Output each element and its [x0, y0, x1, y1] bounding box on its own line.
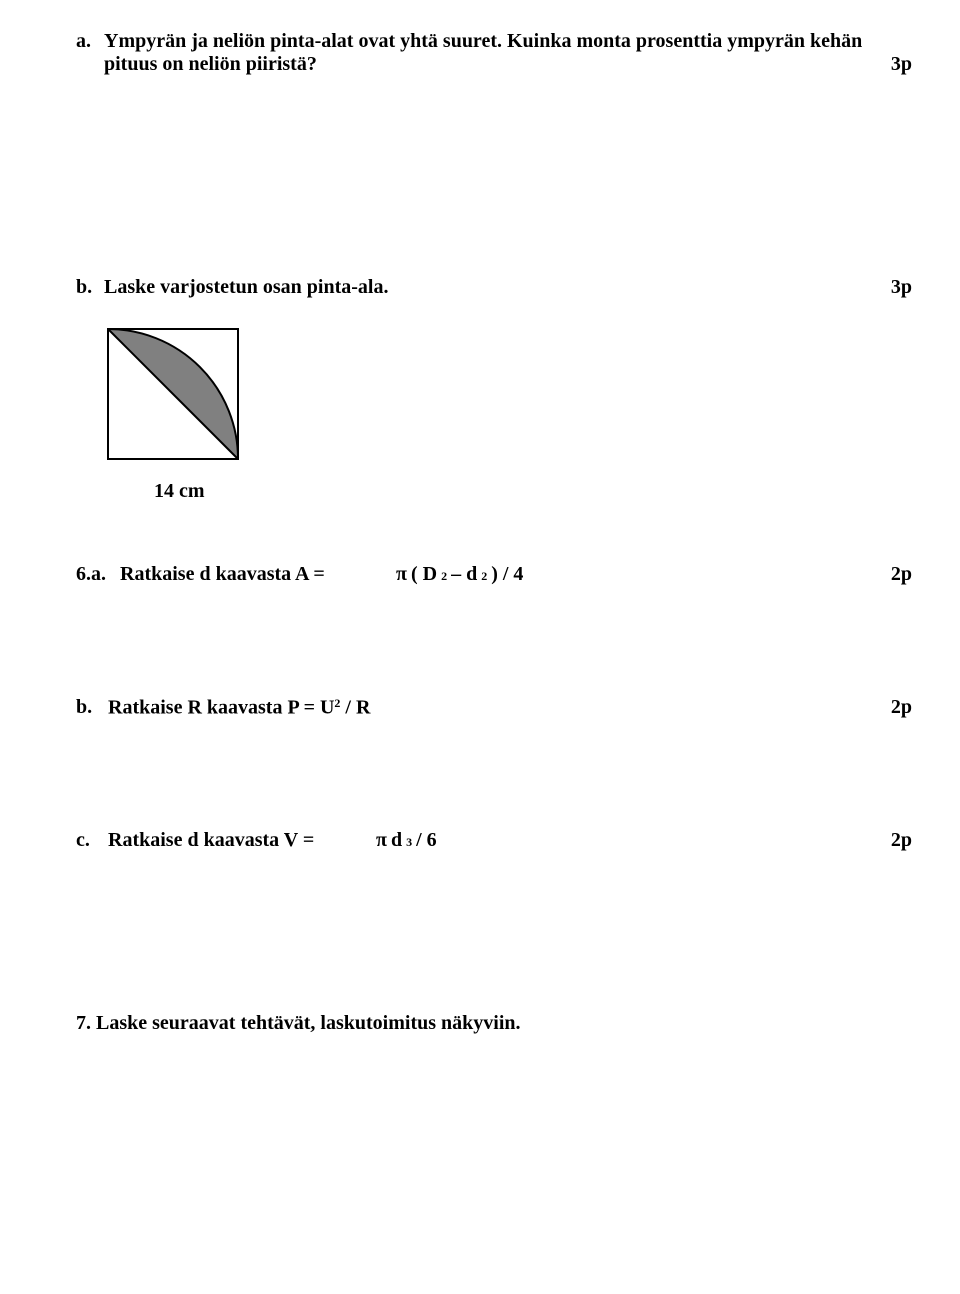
question-b-points: 3p	[891, 276, 912, 299]
question-6c-points: 2p	[891, 829, 912, 852]
question-a-body: Ympyrän ja neliön pinta-alat ovat yhtä s…	[104, 30, 912, 53]
question-a: a. Ympyrän ja neliön pinta-alat ovat yht…	[76, 30, 912, 53]
question-6c-text: Ratkaise d kaavasta V =	[108, 829, 314, 851]
pi-symbol: π	[396, 563, 407, 586]
question-6c-label: c.	[76, 829, 104, 852]
question-6b-text: Ratkaise R kaavasta P = U	[108, 696, 334, 718]
question-6a-label: 6.a.	[76, 563, 116, 586]
question-b-label: b.	[76, 276, 104, 299]
figure-label-14cm: 14 cm	[154, 480, 912, 503]
pi-symbol-2: π	[376, 829, 387, 852]
question-a-line1: Ympyrän ja neliön pinta-alat ovat yhtä s…	[104, 30, 862, 52]
question-7-text: 7. Laske seuraavat tehtävät, laskutoimit…	[76, 1012, 912, 1035]
question-6a-points: 2p	[891, 563, 912, 586]
question-6a-formula: π ( D2 – d2 ) / 4	[336, 563, 871, 586]
question-a-row2: pituus on neliön piiristä? 3p	[76, 53, 912, 76]
question-b: b. Laske varjostetun osan pinta-ala. 3p	[76, 276, 912, 299]
question-6a-text: Ratkaise d kaavasta A =	[120, 563, 325, 585]
shaded-quarter-circle-figure	[104, 325, 284, 465]
question-6b: b. Ratkaise R kaavasta P = U2 / R 2p	[76, 696, 912, 719]
question-6b-points: 2p	[891, 696, 912, 719]
question-b-figure: 14 cm	[104, 325, 912, 503]
question-7: 7. Laske seuraavat tehtävät, laskutoimit…	[76, 1012, 912, 1035]
question-a-label: a.	[76, 30, 104, 53]
question-6c: c. Ratkaise d kaavasta V = π d3 / 6 2p	[76, 829, 912, 852]
question-a-line2: pituus on neliön piiristä?	[104, 53, 871, 76]
question-b-text: Laske varjostetun osan pinta-ala.	[104, 276, 871, 299]
question-6c-formula: π d3 / 6	[336, 829, 871, 852]
question-6a: 6.a. Ratkaise d kaavasta A = π ( D2 – d2…	[76, 563, 912, 586]
question-a-points: 3p	[891, 53, 912, 76]
question-6b-label: b.	[76, 696, 104, 719]
